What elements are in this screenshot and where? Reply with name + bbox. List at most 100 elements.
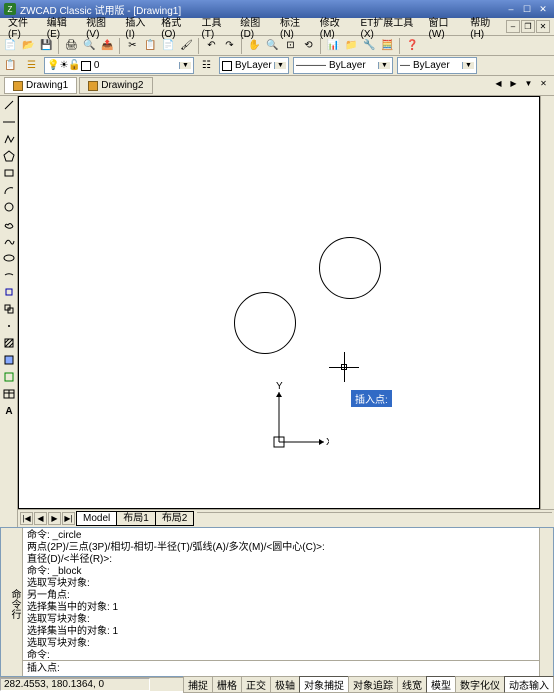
menu-help[interactable]: 帮助(H) bbox=[466, 13, 504, 41]
model-tab[interactable]: Model bbox=[76, 511, 117, 526]
mdi-restore[interactable]: ❐ bbox=[521, 20, 535, 33]
region-icon[interactable] bbox=[1, 369, 17, 385]
layer-icon[interactable]: ☰ bbox=[23, 57, 40, 74]
file-tab-drawing1[interactable]: Drawing1 bbox=[4, 77, 77, 94]
tab-close-icon[interactable]: ✕ bbox=[537, 79, 550, 92]
tab-label: Drawing1 bbox=[26, 80, 68, 91]
arc-icon[interactable] bbox=[1, 182, 17, 198]
line-icon[interactable] bbox=[1, 97, 17, 113]
color-combo[interactable]: ByLayer ▼ bbox=[219, 57, 289, 74]
status-toggle-栅格[interactable]: 栅格 bbox=[212, 676, 242, 693]
layer-props-icon[interactable]: 📋 bbox=[2, 57, 19, 74]
layout1-tab[interactable]: 布局1 bbox=[116, 511, 156, 526]
minimize-button[interactable]: – bbox=[504, 3, 518, 15]
lineweight-combo[interactable]: — ByLayer ▼ bbox=[397, 57, 477, 74]
zoom-rt-icon[interactable]: 🔍 bbox=[264, 37, 281, 54]
menu-window[interactable]: 窗口(W) bbox=[425, 13, 465, 41]
command-window: 命令行 命令: _circle两点(2P)/三点(3P)/相切-相切-半径(T)… bbox=[0, 527, 554, 677]
command-scrollbar[interactable] bbox=[539, 528, 553, 676]
polygon-icon[interactable] bbox=[1, 148, 17, 164]
close-button[interactable]: ✕ bbox=[536, 3, 550, 15]
status-toggle-极轴[interactable]: 极轴 bbox=[270, 676, 300, 693]
dropdown-icon[interactable]: ▼ bbox=[462, 62, 474, 69]
tab-first-icon[interactable]: |◀ bbox=[20, 512, 33, 525]
file-tab-drawing2[interactable]: Drawing2 bbox=[79, 77, 152, 94]
svg-text:X: X bbox=[326, 437, 329, 448]
zoom-prev-icon[interactable]: ⟲ bbox=[300, 37, 317, 54]
dropdown-icon[interactable]: ▼ bbox=[179, 62, 191, 69]
hatch-icon[interactable] bbox=[1, 335, 17, 351]
maximize-button[interactable]: ☐ bbox=[520, 3, 534, 15]
lw-preview: — bbox=[400, 60, 410, 71]
ellipse-icon[interactable] bbox=[1, 250, 17, 266]
redo-icon[interactable]: ↷ bbox=[221, 37, 238, 54]
tab-prev-icon[interactable]: ◀ bbox=[34, 512, 47, 525]
command-history[interactable]: 命令: _circle两点(2P)/三点(3P)/相切-相切-半径(T)/弧线(… bbox=[23, 528, 539, 660]
horizontal-scrollbar[interactable] bbox=[197, 512, 552, 526]
pan-icon[interactable]: ✋ bbox=[246, 37, 263, 54]
tab-next-icon[interactable]: ▶ bbox=[48, 512, 61, 525]
rect-icon[interactable] bbox=[1, 165, 17, 181]
command-input[interactable]: 插入点: bbox=[23, 660, 539, 676]
mdi-close[interactable]: ✕ bbox=[536, 20, 550, 33]
command-line: 选择集当中的对象: 1 bbox=[27, 602, 535, 614]
command-line: 选取写块对象: bbox=[27, 578, 535, 590]
props-icon[interactable]: 📊 bbox=[325, 37, 342, 54]
xline-icon[interactable] bbox=[1, 114, 17, 130]
circle-2[interactable] bbox=[319, 237, 381, 299]
tp-icon[interactable]: 🔧 bbox=[361, 37, 378, 54]
gradient-icon[interactable] bbox=[1, 352, 17, 368]
dropdown-icon[interactable]: ▼ bbox=[378, 62, 390, 69]
preview-icon[interactable]: 🔍 bbox=[81, 37, 98, 54]
open-icon[interactable]: 📂 bbox=[20, 37, 37, 54]
tab-next-icon[interactable]: ▶ bbox=[507, 79, 520, 92]
status-toggle-动态输入[interactable]: 动态输入 bbox=[504, 676, 554, 693]
command-prompt: 插入点: bbox=[27, 663, 60, 674]
save-icon[interactable]: 💾 bbox=[38, 37, 55, 54]
dropdown-icon[interactable]: ▼ bbox=[274, 62, 286, 69]
ellipse-arc-icon[interactable] bbox=[1, 267, 17, 283]
spline-icon[interactable] bbox=[1, 233, 17, 249]
zoom-win-icon[interactable]: ⊡ bbox=[282, 37, 299, 54]
revcloud-icon[interactable] bbox=[1, 216, 17, 232]
status-toggle-捕捉[interactable]: 捕捉 bbox=[183, 676, 213, 693]
status-toggle-对象追踪[interactable]: 对象追踪 bbox=[348, 676, 398, 693]
status-toggle-数字化仪[interactable]: 数字化仪 bbox=[455, 676, 505, 693]
dc-icon[interactable]: 📁 bbox=[343, 37, 360, 54]
new-icon[interactable]: 📄 bbox=[2, 37, 19, 54]
calc-icon[interactable]: 🧮 bbox=[379, 37, 396, 54]
tab-menu-icon[interactable]: ▼ bbox=[522, 79, 535, 92]
status-toggle-对象捕捉[interactable]: 对象捕捉 bbox=[299, 676, 349, 693]
drawing-canvas[interactable]: 插入点:XY bbox=[18, 96, 540, 509]
pline-icon[interactable] bbox=[1, 131, 17, 147]
status-toggle-线宽[interactable]: 线宽 bbox=[397, 676, 427, 693]
point-icon[interactable] bbox=[1, 318, 17, 334]
mdi-minimize[interactable]: – bbox=[506, 20, 520, 33]
tab-last-icon[interactable]: ▶| bbox=[62, 512, 75, 525]
circle-1[interactable] bbox=[234, 292, 296, 354]
linetype-combo[interactable]: ——— ByLayer ▼ bbox=[293, 57, 393, 74]
layer-combo[interactable]: 💡 ☀ 🔓 0 ▼ bbox=[44, 57, 194, 74]
separator bbox=[58, 38, 60, 54]
layout2-tab[interactable]: 布局2 bbox=[155, 511, 195, 526]
status-toggle-正交[interactable]: 正交 bbox=[241, 676, 271, 693]
status-toggle-模型[interactable]: 模型 bbox=[426, 676, 456, 693]
print-icon[interactable]: 🖨 bbox=[63, 37, 80, 54]
color-swatch bbox=[222, 61, 232, 71]
copy-icon[interactable]: 📋 bbox=[142, 37, 159, 54]
mtext-icon[interactable]: A bbox=[1, 403, 17, 419]
tab-prev-icon[interactable]: ◀ bbox=[492, 79, 505, 92]
circle-icon[interactable] bbox=[1, 199, 17, 215]
layer-state-icon[interactable]: ☷ bbox=[198, 57, 215, 74]
table-icon[interactable] bbox=[1, 386, 17, 402]
help-icon[interactable]: ❓ bbox=[404, 37, 421, 54]
cut-icon[interactable]: ✂ bbox=[124, 37, 141, 54]
vertical-scrollbar[interactable] bbox=[540, 96, 554, 509]
match-icon[interactable]: 🖌 bbox=[178, 37, 195, 54]
publish-icon[interactable]: 📤 bbox=[99, 37, 116, 54]
undo-icon[interactable]: ↶ bbox=[203, 37, 220, 54]
paste-icon[interactable]: 📄 bbox=[160, 37, 177, 54]
block-icon[interactable] bbox=[1, 301, 17, 317]
dwg-icon bbox=[13, 81, 23, 91]
insert-icon[interactable] bbox=[1, 284, 17, 300]
